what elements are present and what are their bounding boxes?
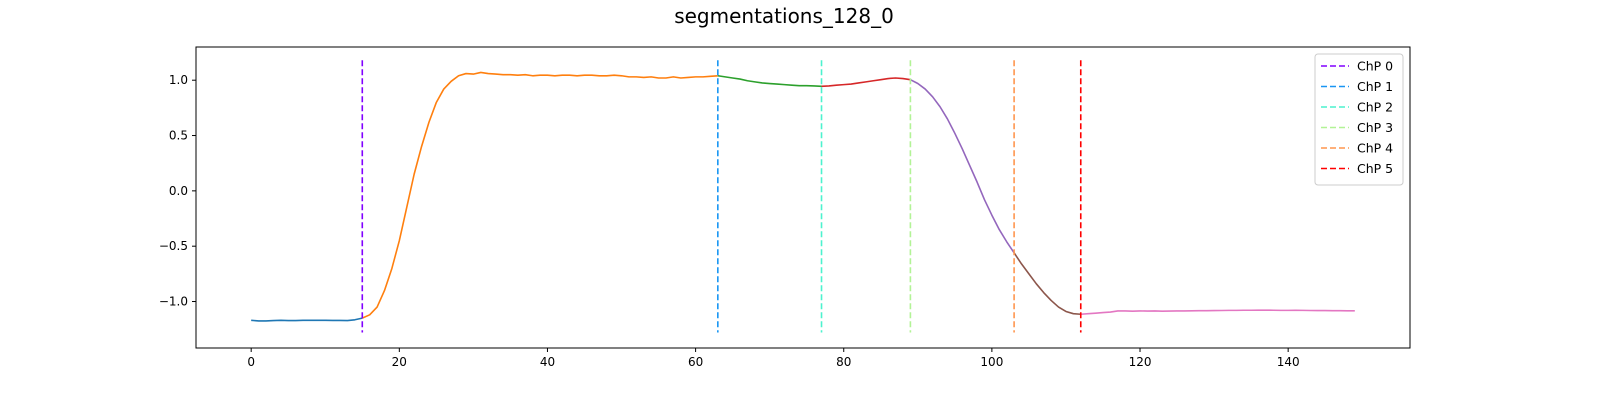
y-tick-label: 0.5 — [169, 129, 188, 143]
legend-label-5: ChP 5 — [1357, 161, 1393, 176]
x-tick-label: 100 — [980, 355, 1003, 369]
segment-line-5 — [1013, 252, 1081, 316]
segment-line-1 — [361, 71, 718, 319]
legend-label-1: ChP 1 — [1357, 79, 1393, 94]
segment-line-6 — [1080, 309, 1355, 316]
plot-area — [251, 60, 1355, 333]
x-tick-label: 140 — [1277, 355, 1300, 369]
segment-line-3 — [821, 77, 911, 88]
legend-box — [1314, 53, 1404, 186]
y-tick-label: −0.5 — [159, 239, 188, 253]
chart-title: segmentations_128_0 — [674, 4, 894, 28]
y-tick-label: 1.0 — [169, 73, 188, 87]
legend: ChP 0 ChP 1 ChP 2 ChP 3 ChP 4 ChP 5 — [1314, 53, 1404, 186]
x-tick-label: 40 — [540, 355, 555, 369]
legend-label-4: ChP 4 — [1357, 141, 1393, 156]
y-tick-label: 0.0 — [169, 184, 188, 198]
legend-label-2: ChP 2 — [1357, 100, 1393, 115]
x-tick-label: 60 — [688, 355, 703, 369]
x-tick-label: 120 — [1129, 355, 1152, 369]
segment-line-4 — [910, 78, 1015, 254]
axes-frame — [195, 46, 1411, 349]
x-tick-label: 0 — [247, 355, 255, 369]
segment-line-0 — [251, 317, 363, 322]
x-tick-label: 80 — [836, 355, 851, 369]
x-axis: 0 20 40 60 80 100 120 140 — [247, 348, 1300, 369]
y-axis: −1.0 −0.5 0.0 0.5 1.0 — [159, 73, 196, 309]
legend-label-0: ChP 0 — [1357, 59, 1393, 74]
y-tick-label: −1.0 — [159, 295, 188, 309]
x-tick-label: 20 — [392, 355, 407, 369]
segment-line-2 — [717, 74, 822, 88]
legend-label-3: ChP 3 — [1357, 120, 1393, 135]
